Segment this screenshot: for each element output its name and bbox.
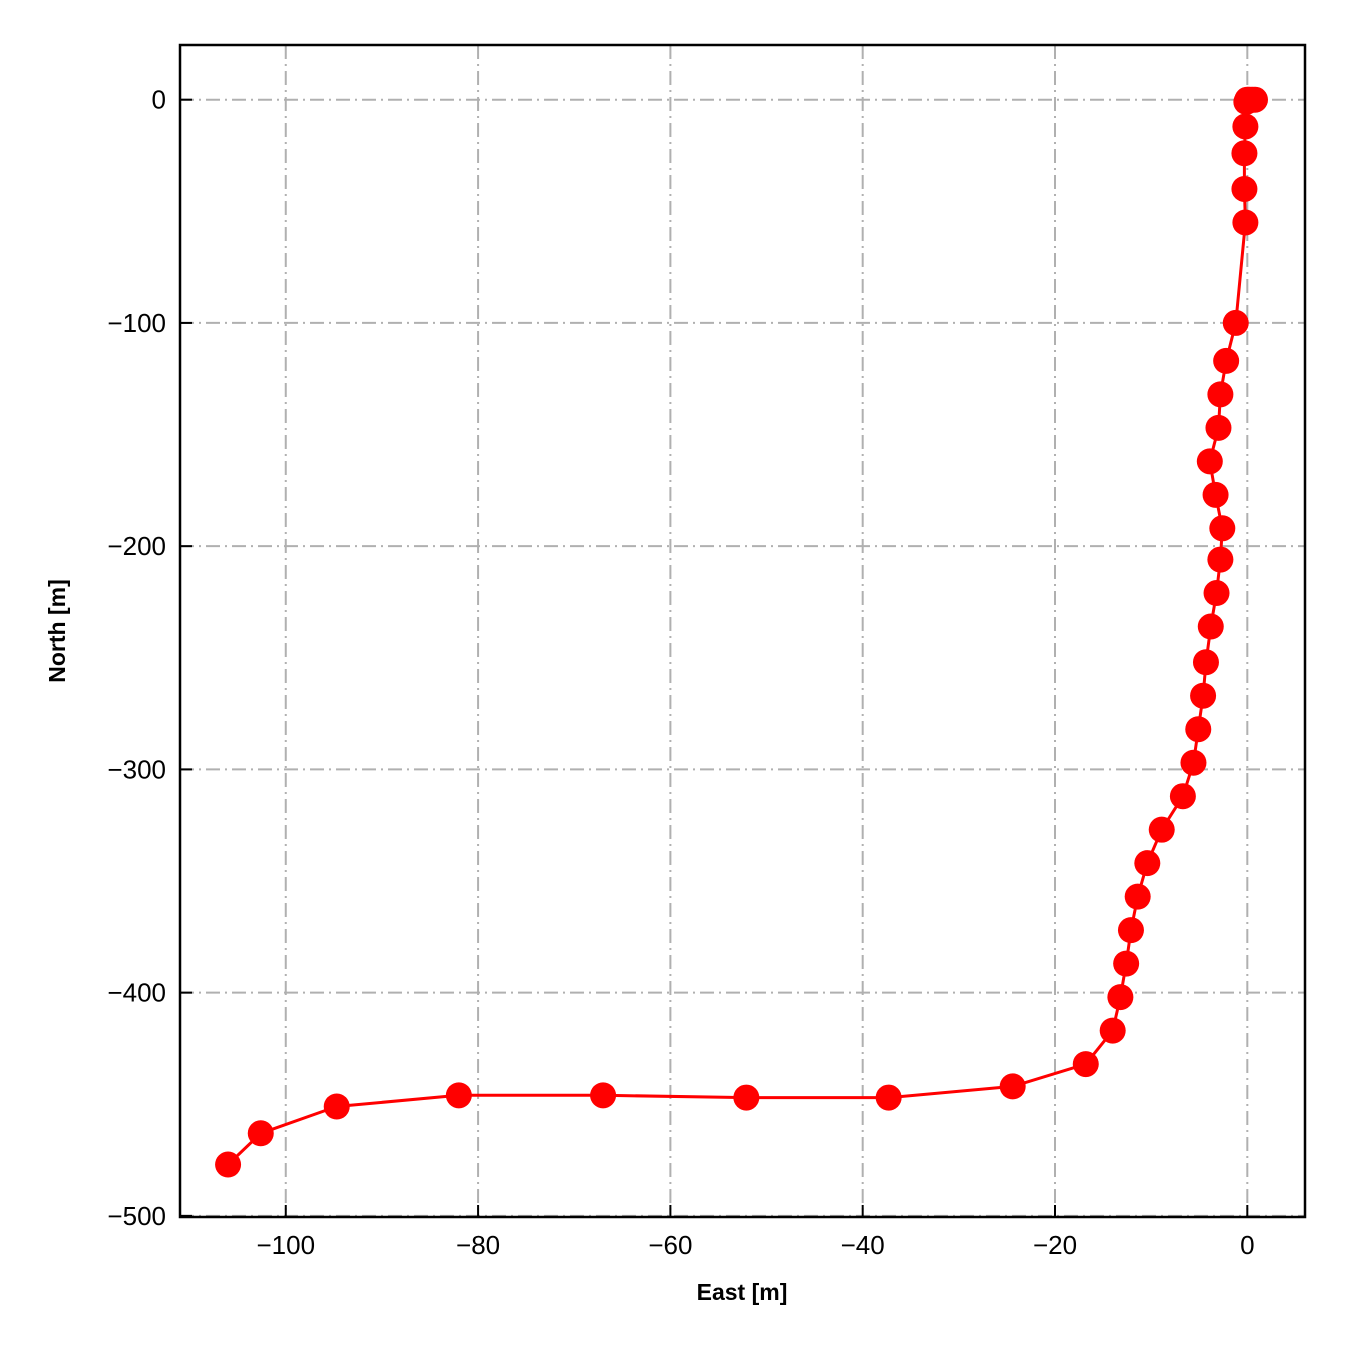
- series-line: [227, 98, 1255, 1166]
- data-point: [733, 1084, 760, 1111]
- data-point: [1202, 481, 1229, 508]
- data-point: [590, 1082, 617, 1109]
- x-tick-label: −40: [841, 1230, 885, 1260]
- data-point: [1190, 682, 1217, 709]
- data-point: [1072, 1051, 1099, 1078]
- data-point: [1209, 515, 1236, 542]
- data-point: [1232, 209, 1259, 236]
- data-point: [875, 1084, 902, 1111]
- data-point: [1203, 580, 1230, 607]
- data-point: [323, 1093, 350, 1120]
- data-point: [1192, 649, 1219, 676]
- data-point: [1117, 917, 1144, 944]
- x-tick-label: −100: [256, 1230, 315, 1260]
- y-tick-label: 0: [152, 85, 166, 115]
- data-point: [1231, 175, 1258, 202]
- data-point: [1222, 309, 1249, 336]
- y-axis-label: North [m]: [44, 579, 70, 682]
- x-tick-label: −80: [456, 1230, 500, 1260]
- data-point: [1169, 783, 1196, 810]
- y-tick-label: −500: [107, 1201, 166, 1231]
- data-point: [1213, 347, 1240, 374]
- data-point: [1113, 950, 1140, 977]
- data-point: [215, 1151, 242, 1178]
- data-point: [1180, 749, 1207, 776]
- data-point: [247, 1120, 274, 1147]
- data-point: [1231, 140, 1258, 167]
- data-point: [1107, 984, 1134, 1011]
- plot-frame: [178, 43, 1307, 1219]
- series-track: [215, 86, 1268, 1178]
- y-tick-label: −300: [107, 754, 166, 784]
- x-tick-label: −60: [648, 1230, 692, 1260]
- data-point: [999, 1073, 1026, 1100]
- data-point: [1207, 546, 1234, 573]
- axis-ticks: −100 −80 −60 −40 −20 00−100−200−300−400−500: [107, 85, 1254, 1260]
- data-point: [1148, 816, 1175, 843]
- y-tick-label: −200: [107, 531, 166, 561]
- x-tick-label: 0: [1240, 1230, 1254, 1260]
- data-point: [445, 1082, 472, 1109]
- data-point: [1233, 88, 1260, 115]
- x-axis-label: East [m]: [697, 1279, 788, 1305]
- x-tick-label: −20: [1033, 1230, 1077, 1260]
- data-point: [1205, 414, 1232, 441]
- grid: [180, 45, 1305, 1217]
- data-point: [1124, 883, 1151, 910]
- data-point: [1134, 850, 1161, 877]
- data-point: [1207, 381, 1234, 408]
- data-point: [1197, 613, 1224, 640]
- y-tick-label: −100: [107, 308, 166, 338]
- data-point: [1099, 1017, 1126, 1044]
- data-point: [1185, 716, 1212, 743]
- data-point: [1232, 113, 1259, 140]
- y-tick-label: −400: [107, 978, 166, 1008]
- data-point: [1196, 448, 1223, 475]
